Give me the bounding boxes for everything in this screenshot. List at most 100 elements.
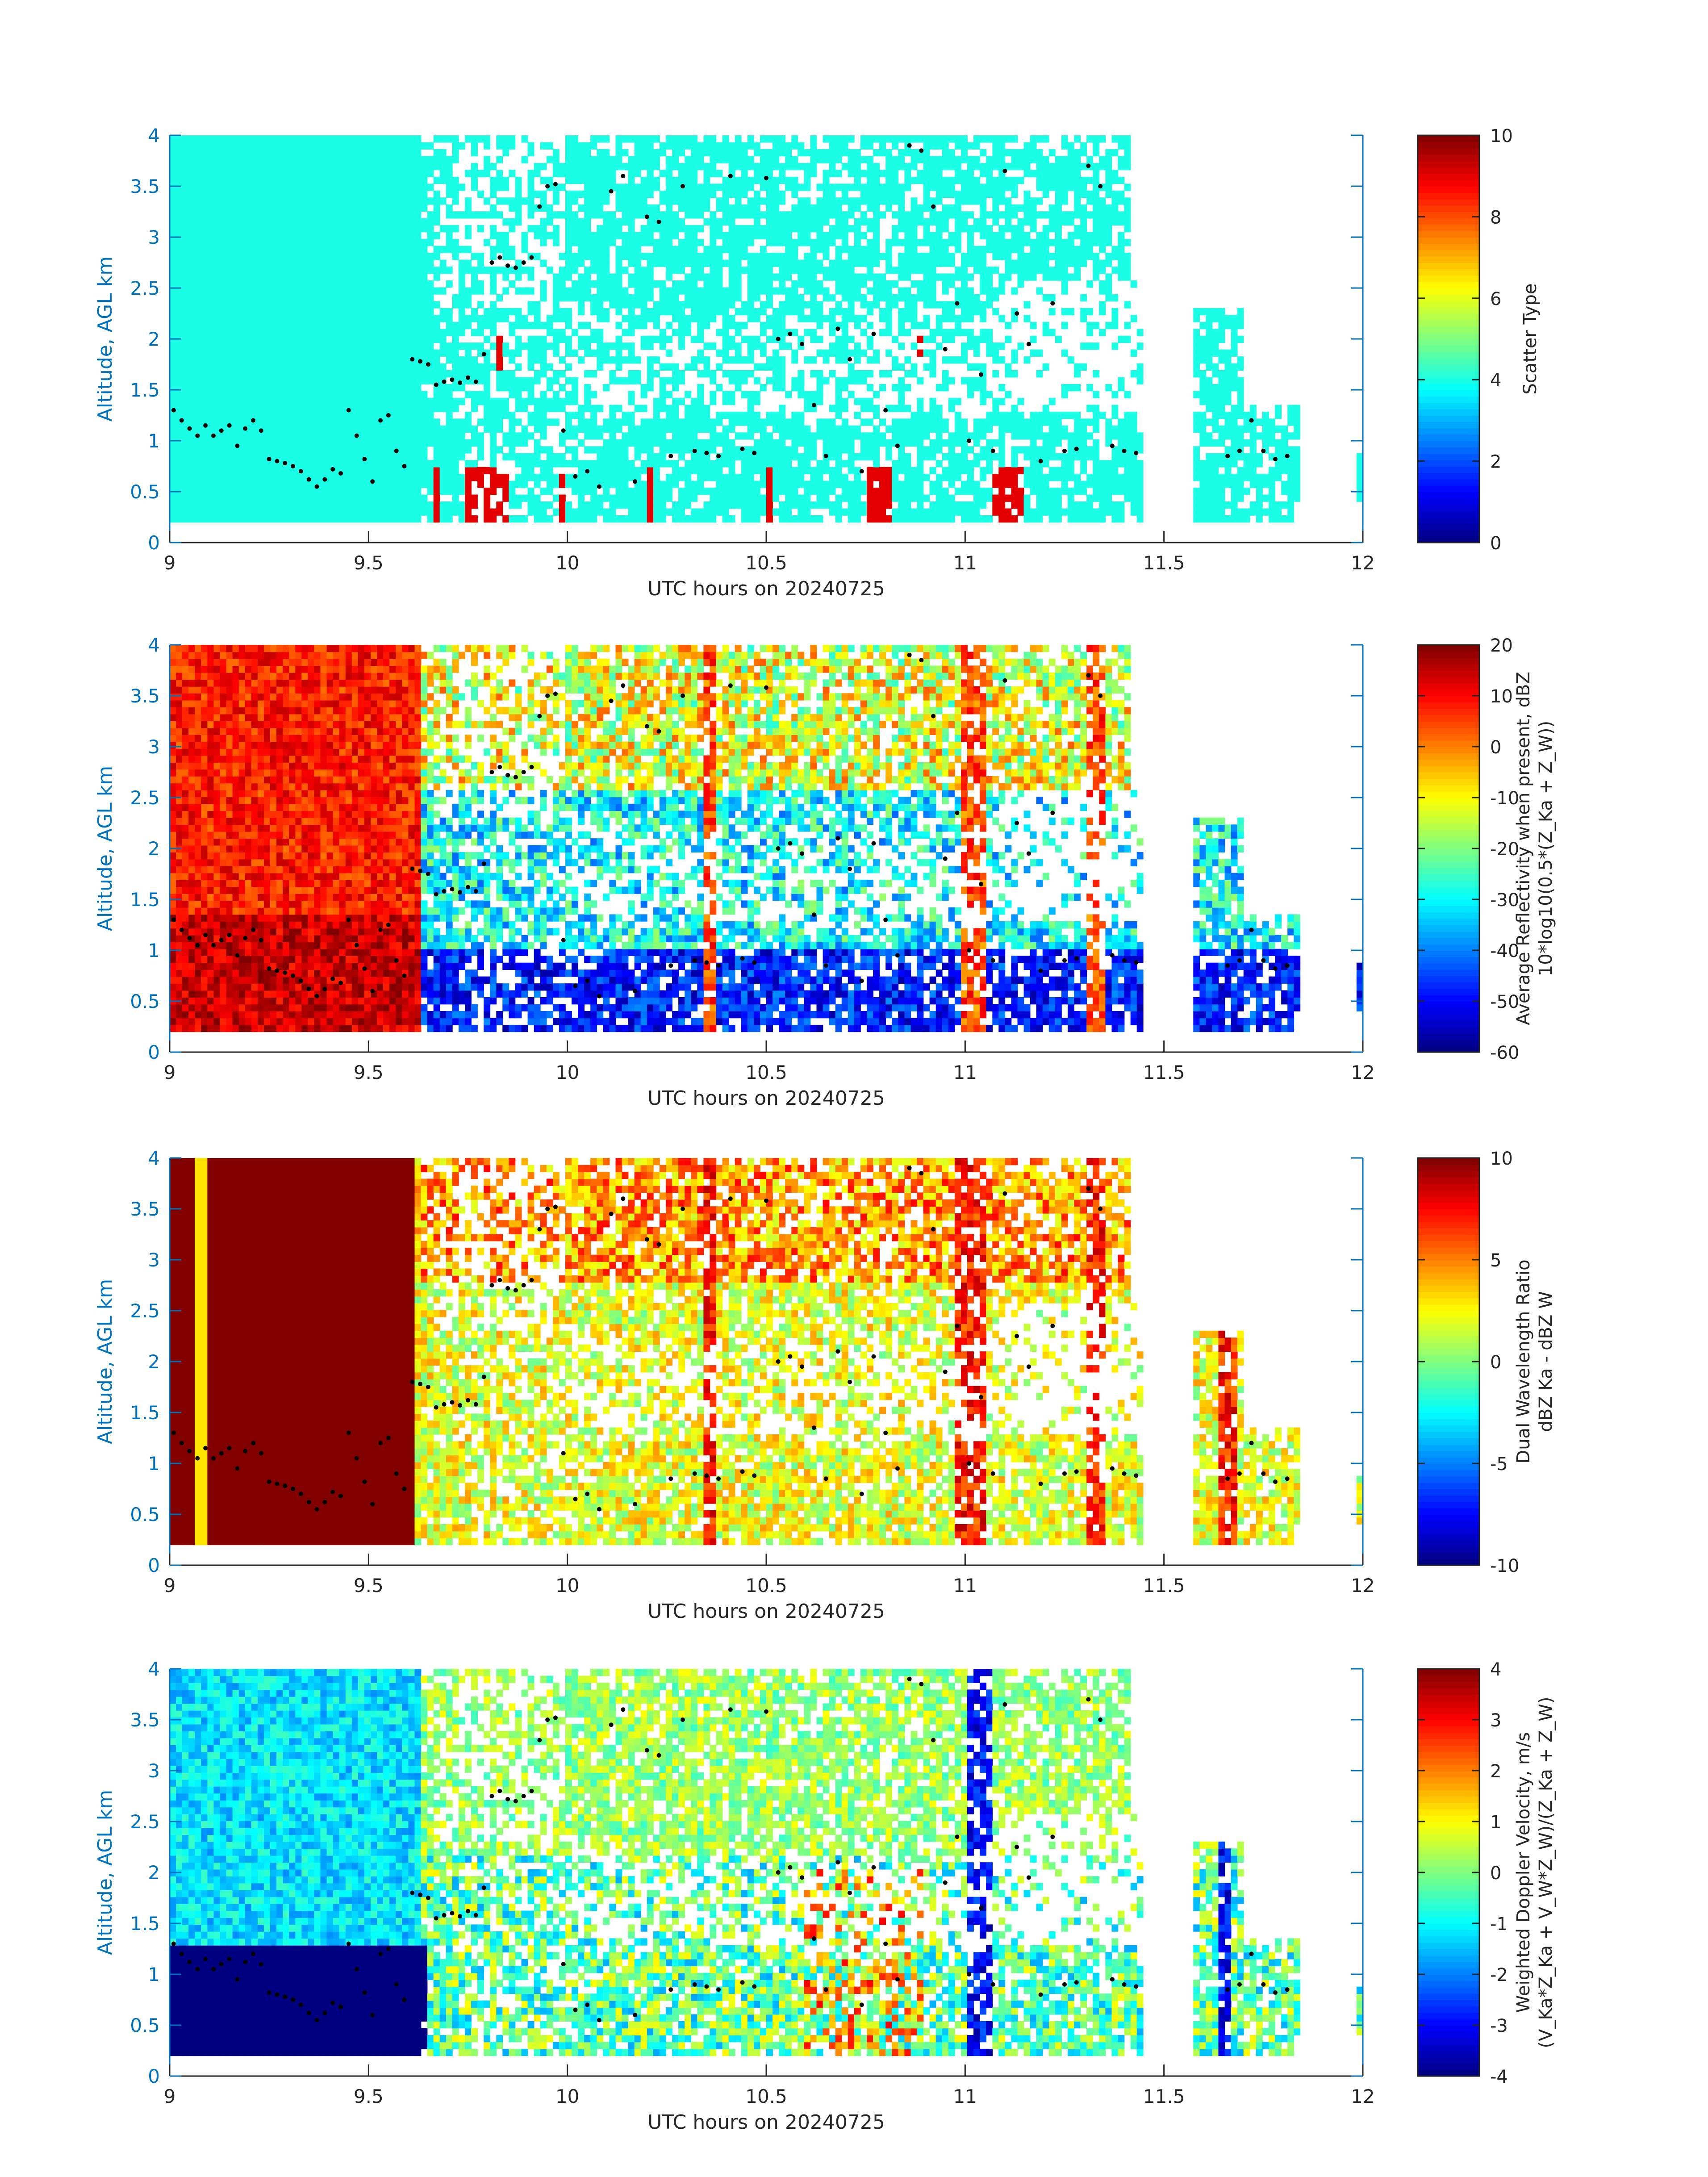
heatmap-cell: [427, 184, 434, 191]
heatmap-cell: [295, 322, 302, 329]
heatmap-cell: [220, 280, 227, 288]
heatmap-cell: [251, 398, 258, 405]
heatmap-cell: [358, 391, 365, 398]
heatmap-cell: [207, 460, 214, 467]
heatmap-cell: [270, 253, 277, 260]
heatmap-cell: [377, 322, 384, 329]
heatmap-cell: [333, 439, 340, 447]
heatmap-cell: [308, 246, 314, 253]
heatmap-cell: [446, 308, 453, 315]
heatmap-cell: [245, 509, 252, 516]
heatmap-cell: [440, 370, 447, 377]
heatmap-cell: [490, 246, 497, 253]
heatmap-cell: [239, 211, 246, 218]
heatmap-cell: [182, 412, 189, 419]
heatmap-cell: [509, 280, 515, 288]
heatmap-cell: [195, 350, 201, 357]
heatmap-cell: [327, 515, 334, 522]
heatmap-cell: [182, 329, 189, 336]
heatmap-cell: [346, 515, 352, 522]
heatmap-cell: [396, 246, 402, 253]
heatmap-cell: [333, 301, 340, 308]
heatmap-cell: [301, 495, 308, 502]
heatmap-cell: [339, 301, 346, 308]
heatmap-cell: [170, 364, 176, 371]
heatmap-cell: [415, 287, 422, 294]
heatmap-cell: [490, 515, 497, 522]
heatmap-cell: [352, 170, 359, 177]
heatmap-cell: [427, 350, 434, 357]
heatmap-cell: [484, 239, 490, 246]
heatmap-cell: [446, 481, 453, 488]
heatmap-cell: [327, 294, 334, 301]
heatmap-cell: [477, 170, 484, 177]
heatmap-cell: [346, 501, 352, 509]
heatmap-cell: [509, 329, 515, 336]
heatmap-cell: [170, 474, 176, 481]
heatmap-cell: [396, 273, 402, 280]
heatmap-cell: [364, 391, 371, 398]
heatmap-cell: [301, 308, 308, 315]
heatmap-cell: [295, 315, 302, 322]
heatmap-cell: [358, 501, 365, 509]
heatmap-cell: [402, 177, 409, 184]
heatmap-cell: [389, 273, 396, 280]
heatmap-cell: [346, 356, 352, 364]
heatmap-cell: [421, 253, 428, 260]
heatmap-cell: [477, 260, 484, 267]
heatmap-cell: [484, 322, 490, 329]
heatmap-cell: [182, 343, 189, 350]
heatmap-cell: [415, 239, 422, 246]
heatmap-cell: [346, 315, 352, 322]
heatmap-cell: [170, 163, 176, 170]
heatmap-cell: [182, 481, 189, 488]
heatmap-cell: [258, 370, 264, 377]
heatmap-cell: [270, 163, 277, 170]
heatmap-cell: [528, 343, 535, 350]
heatmap-cell: [170, 343, 176, 350]
heatmap-cell: [471, 467, 478, 474]
heatmap-cell: [484, 501, 490, 509]
heatmap-cell: [182, 509, 189, 516]
heatmap-cell: [226, 336, 233, 343]
heatmap-cell: [289, 446, 296, 453]
heatmap-cell: [371, 205, 377, 212]
heatmap-cell: [270, 287, 277, 294]
heatmap-cell: [226, 460, 233, 467]
heatmap-cell: [383, 501, 390, 509]
heatmap-cell: [471, 149, 478, 156]
heatmap-cell: [352, 294, 359, 301]
heatmap-cell: [471, 370, 478, 377]
heatmap-cell: [333, 336, 340, 343]
heatmap-cell: [528, 308, 535, 315]
heatmap-cell: [308, 329, 314, 336]
heatmap-cell: [459, 322, 465, 329]
heatmap-cell: [346, 453, 352, 460]
heatmap-cell: [471, 177, 478, 184]
heatmap-cell: [364, 418, 371, 426]
heatmap-cell: [496, 405, 503, 412]
heatmap-cell: [459, 398, 465, 405]
heatmap-cell: [201, 350, 208, 357]
heatmap-cell: [383, 149, 390, 156]
heatmap-cell: [276, 280, 283, 288]
heatmap-cell: [346, 391, 352, 398]
heatmap-cell: [201, 308, 208, 315]
heatmap-cell: [459, 343, 465, 350]
heatmap-cell: [201, 515, 208, 522]
heatmap-cell: [188, 294, 195, 301]
heatmap-cell: [182, 294, 189, 301]
heatmap-cell: [314, 329, 321, 336]
heatmap-cell: [270, 356, 277, 364]
heatmap-cell: [364, 446, 371, 453]
heatmap-cell: [402, 287, 409, 294]
heatmap-cell: [321, 501, 327, 509]
heatmap-cell: [283, 467, 289, 474]
heatmap-cell: [245, 211, 252, 218]
heatmap-cell: [346, 488, 352, 495]
heatmap-cell: [301, 453, 308, 460]
heatmap-cell: [245, 370, 252, 377]
heatmap-cell: [308, 218, 314, 226]
heatmap-cell: [283, 170, 289, 177]
heatmap-cell: [522, 474, 528, 481]
